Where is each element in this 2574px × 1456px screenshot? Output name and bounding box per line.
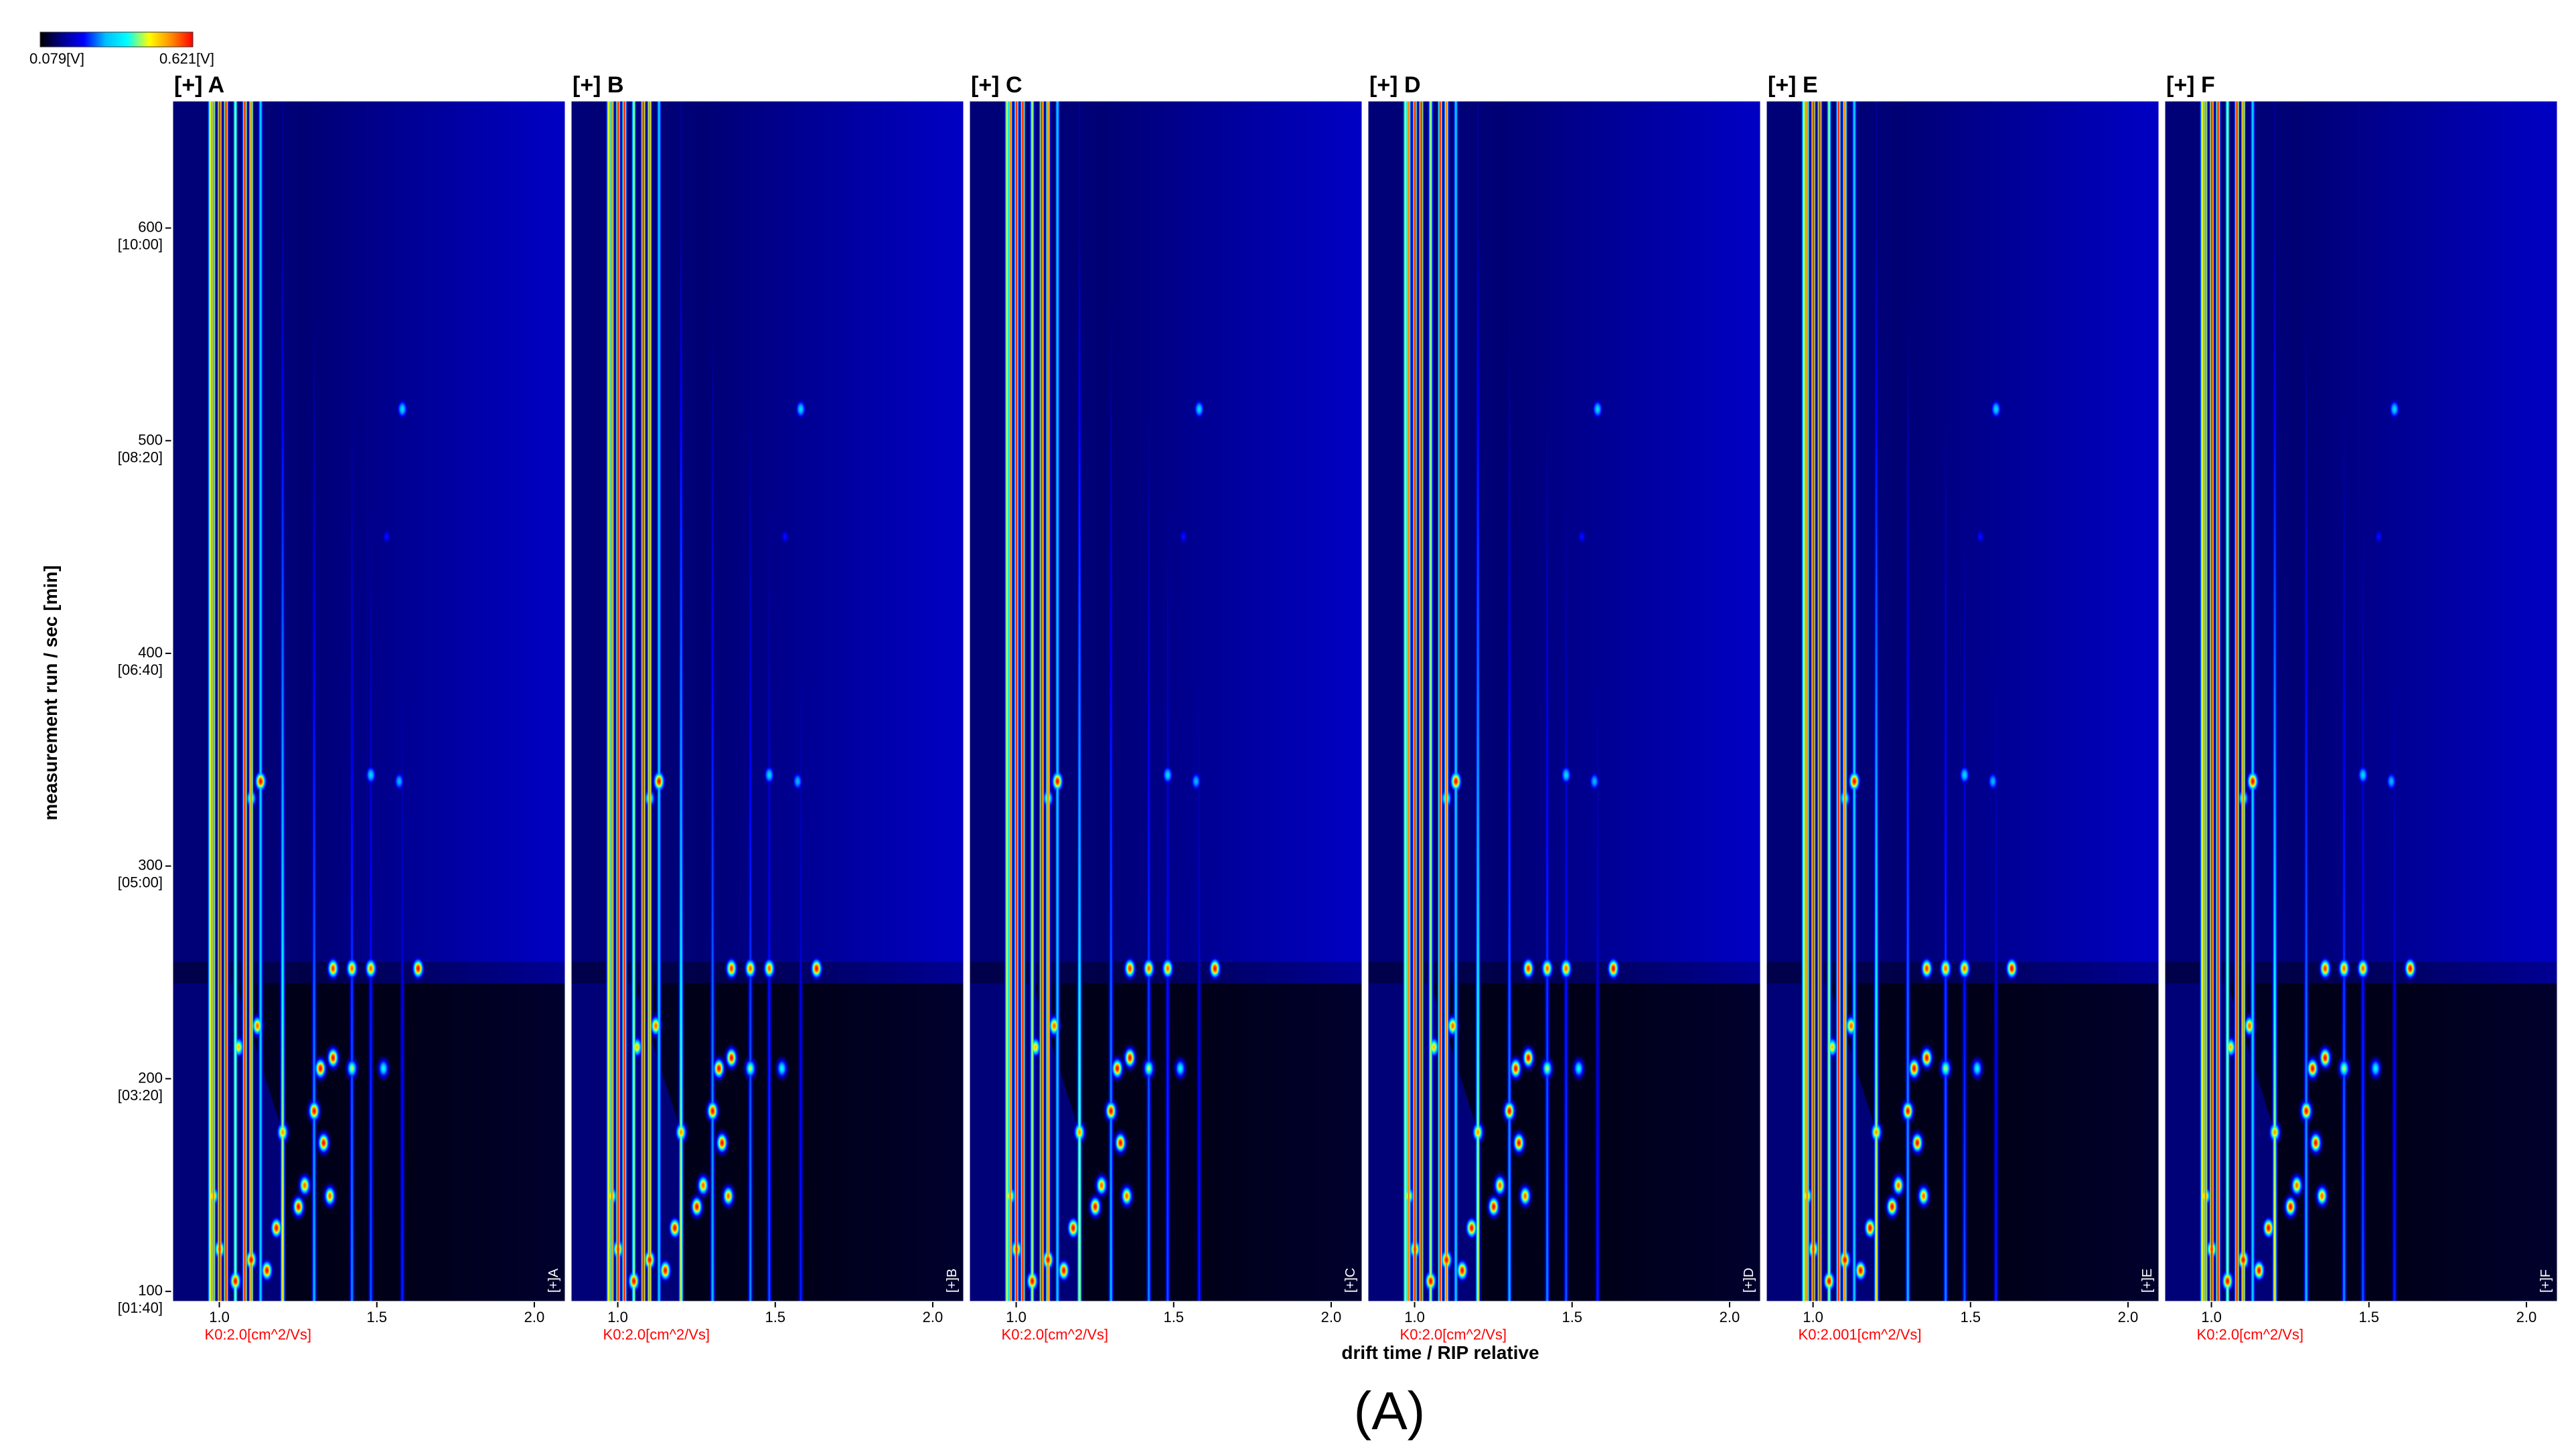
y-tick-label: 300 — [138, 857, 163, 874]
panel-header[interactable]: [+] D — [1369, 72, 1421, 98]
panel-corner-label: [+]D — [1742, 1268, 1756, 1293]
panel-border — [1366, 99, 1762, 1303]
panel-heatmap — [172, 100, 566, 1302]
panel-a: [+] A [+]A 1.0 1.5 2.0 K0:2.0[cm^2/Vs] — [171, 72, 567, 1343]
x-tick-label: 1.0 — [1006, 1309, 1027, 1325]
x-tick-label: 1.0 — [2201, 1309, 2222, 1325]
y-tick-label: 400 — [138, 644, 163, 661]
y-tick-time-label: [01:40] — [118, 1299, 163, 1316]
panel-header[interactable]: [+] A — [174, 72, 224, 98]
y-tick-label: 500 — [138, 431, 163, 448]
panel-heatmap — [2164, 100, 2558, 1302]
colorbar-max-label: 0.621[V] — [159, 50, 214, 67]
panel-b: [+] B [+]B 1.0 1.5 2.0 K0:2.0[cm^2/Vs] — [569, 72, 966, 1343]
panel-border — [968, 99, 1364, 1303]
x-tick-label: 1.0 — [1803, 1309, 1823, 1325]
panel-header[interactable]: [+] B — [573, 72, 624, 98]
y-axis: 100[01:40] 200[03:20] 300[05:00] 400[06:40]… — [118, 219, 172, 1316]
x-tick-label: 1.0 — [209, 1309, 230, 1325]
y-tick-time-label: [10:00] — [118, 236, 163, 253]
y-tick-time-label: [05:00] — [118, 874, 163, 891]
x-tick-label: 1.0 — [607, 1309, 628, 1325]
panel-heatmap — [571, 100, 964, 1302]
colorbar: 0.079[V] 0.621[V] — [29, 31, 214, 67]
y-tick-time-label: [06:40] — [118, 661, 163, 678]
x-tick-label: 2.0 — [923, 1309, 943, 1325]
x-tick-label: 1.5 — [1562, 1309, 1582, 1325]
panel-k0-label: K0:2.0[cm^2/Vs] — [1400, 1326, 1507, 1343]
panel-k0-label: K0:2.0[cm^2/Vs] — [1002, 1326, 1109, 1343]
panel-k0-label: K0:2.0[cm^2/Vs] — [205, 1326, 312, 1343]
y-tick-time-label: [03:20] — [118, 1086, 163, 1103]
panel-border — [171, 99, 567, 1303]
x-tick-label: 1.5 — [366, 1309, 387, 1325]
y-axis-title: measurement run / sec [min] — [40, 565, 61, 820]
panel-header[interactable]: [+] F — [2166, 72, 2215, 98]
panel-f: [+] F [+]F 1.0 1.5 2.0 K0:2.0[cm^2/Vs] — [2163, 72, 2559, 1343]
x-axis-title: drift time / RIP relative — [1341, 1342, 1539, 1363]
panel-k0-label: K0:2.001[cm^2/Vs] — [1799, 1326, 1922, 1343]
panel-border — [569, 99, 966, 1303]
panel-header[interactable]: [+] C — [971, 72, 1023, 98]
panel-corner-label: [+]E — [2140, 1269, 2155, 1293]
y-tick-label: 200 — [138, 1069, 163, 1086]
panel-header[interactable]: [+] E — [1768, 72, 1818, 98]
x-tick-label: 1.5 — [1163, 1309, 1184, 1325]
panel-heatmap — [1367, 100, 1761, 1302]
x-tick-label: 1.0 — [1404, 1309, 1425, 1325]
panel-corner-label: [+]A — [546, 1268, 561, 1293]
panel-border — [1764, 99, 2161, 1303]
x-tick-label: 2.0 — [2118, 1309, 2139, 1325]
colorbar-gradient — [40, 31, 194, 48]
panel-corner-label: [+]F — [2539, 1269, 2553, 1293]
panel-corner-label: [+]B — [945, 1269, 960, 1293]
panel-k0-label: K0:2.0[cm^2/Vs] — [2197, 1326, 2304, 1343]
panel-c: [+] C [+]C 1.0 1.5 2.0 K0:2.0[cm^2/Vs] — [968, 72, 1364, 1343]
x-tick-label: 2.0 — [524, 1309, 545, 1325]
panel-heatmap — [969, 100, 1363, 1302]
figure-label: (A) — [1354, 1381, 1426, 1441]
panel-border — [2163, 99, 2559, 1303]
panel-k0-label: K0:2.0[cm^2/Vs] — [603, 1326, 710, 1343]
panel-e: [+] E [+]E 1.0 1.5 2.0 K0:2.001[cm^2/Vs] — [1764, 72, 2161, 1343]
panel-corner-label: [+]C — [1343, 1268, 1358, 1293]
colorbar-min-label: 0.079[V] — [29, 50, 84, 67]
x-tick-label: 1.5 — [2358, 1309, 2379, 1325]
panel-d: [+] D [+]D 1.0 1.5 2.0 K0:2.0[cm^2/Vs] — [1366, 72, 1762, 1343]
x-tick-label: 1.5 — [765, 1309, 785, 1325]
x-tick-label: 2.0 — [2516, 1309, 2537, 1325]
panel-heatmap — [1766, 100, 2160, 1302]
x-tick-label: 2.0 — [1321, 1309, 1342, 1325]
x-tick-label: 1.5 — [1960, 1309, 1981, 1325]
x-tick-label: 2.0 — [1720, 1309, 1740, 1325]
y-tick-label: 600 — [138, 219, 163, 236]
y-tick-time-label: [08:20] — [118, 449, 163, 465]
y-tick-label: 100 — [138, 1282, 163, 1299]
panels-group: [+] A[+]A1.0 1.5 2.0K0:2.0[cm^2/Vs][+] B[+… — [171, 72, 2559, 1343]
